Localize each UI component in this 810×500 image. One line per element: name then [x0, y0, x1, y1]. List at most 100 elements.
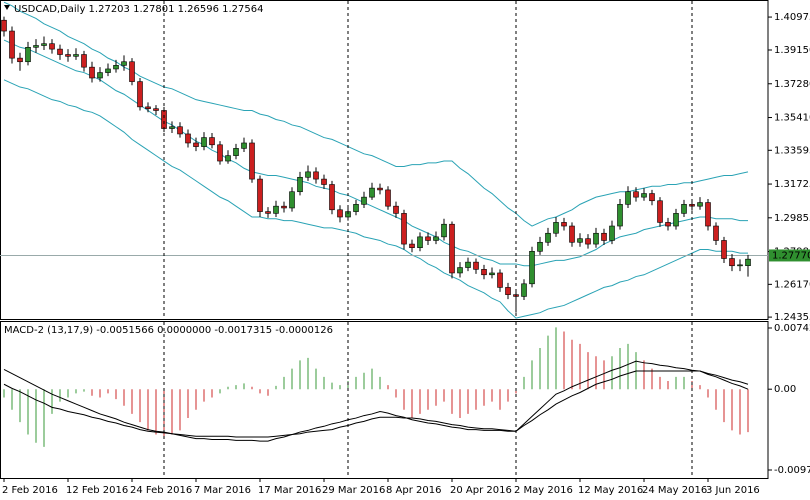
y-tick-label: 0.007424 — [774, 323, 810, 334]
candle-body — [681, 204, 687, 214]
macd-line — [3, 360, 749, 442]
candle-body — [465, 261, 471, 268]
candle-body — [289, 191, 295, 209]
candle-body — [561, 222, 567, 227]
symbol-icon — [4, 5, 10, 10]
candle-body — [433, 236, 439, 241]
candle-body — [585, 238, 591, 245]
candle-body — [177, 126, 183, 135]
candle-body — [457, 267, 463, 274]
last-price-label: 1.27770 — [772, 250, 810, 261]
bollinger-band — [3, 1, 749, 227]
x-tick-label: 24 Feb 2016 — [130, 485, 192, 496]
candle-body — [441, 223, 447, 238]
candle-body — [697, 202, 703, 207]
candle-body — [113, 65, 119, 70]
candle-body — [417, 236, 423, 248]
candle-body — [41, 43, 47, 46]
candle-body — [105, 68, 111, 73]
macd-title: MACD-2 (13,17,9) -0.0051566 0.0000000 -0… — [4, 325, 333, 336]
candle-body — [473, 261, 479, 270]
y-tick-label: 1.26170 — [774, 279, 810, 290]
candle-body — [409, 243, 415, 248]
x-tick-label: 7 Mar 2016 — [194, 485, 251, 496]
candle-body — [1, 19, 7, 32]
candle-body — [241, 142, 247, 149]
signal-line — [3, 370, 749, 438]
y-tick-label: 1.37280 — [774, 79, 810, 90]
x-tick-label: 20 Apr 2016 — [450, 485, 512, 496]
candle-body — [321, 178, 327, 185]
y-tick-label: 1.40975 — [774, 12, 810, 23]
x-tick-label: 29 Mar 2016 — [322, 485, 385, 496]
candle-body — [65, 54, 71, 57]
candle-body — [529, 251, 535, 285]
x-tick-label: 2 May 2016 — [514, 485, 573, 496]
candle-body — [153, 108, 159, 111]
candle-body — [393, 205, 399, 214]
candle-body — [609, 225, 615, 241]
candle-body — [265, 211, 271, 214]
candle-body — [209, 137, 215, 146]
candle-body — [713, 225, 719, 241]
candle-body — [185, 133, 191, 144]
candle-body — [633, 191, 639, 198]
price-title: USDCAD,Daily 1.27203 1.27801 1.26596 1.2… — [14, 4, 264, 15]
candle-body — [49, 43, 55, 50]
candle-body — [169, 126, 175, 129]
candle-body — [577, 238, 583, 243]
y-tick-label: 1.24355 — [774, 312, 810, 323]
candle-body — [249, 142, 255, 180]
candle-body — [497, 272, 503, 288]
candle-body — [89, 66, 95, 79]
candle-body — [489, 272, 495, 276]
x-tick-label: 12 May 2016 — [578, 485, 643, 496]
candle-body — [121, 61, 127, 66]
candle-body — [729, 258, 735, 267]
bollinger-band — [3, 39, 748, 267]
price-panel-frame — [0, 0, 769, 320]
candle-body — [641, 193, 647, 198]
y-tick-label: 1.29855 — [774, 213, 810, 224]
x-tick-label: 8 Apr 2016 — [386, 485, 441, 496]
candle-body — [25, 46, 31, 63]
candle-body — [569, 225, 575, 243]
x-tick-label: 12 Feb 2016 — [66, 485, 128, 496]
candle-body — [161, 110, 167, 129]
candle-body — [369, 187, 375, 198]
candle-body — [721, 240, 727, 259]
candle-body — [313, 171, 319, 180]
candle-body — [537, 241, 543, 252]
candle-body — [401, 213, 407, 245]
x-tick-label: 2 Feb 2016 — [2, 485, 58, 496]
candle-body — [481, 269, 487, 276]
candle-body — [57, 48, 63, 55]
candle-body — [553, 222, 559, 234]
y-tick-label: 0.00 — [774, 384, 796, 395]
candle-body — [665, 222, 671, 227]
candle-body — [649, 193, 655, 202]
candle-body — [81, 54, 87, 68]
candle-body — [73, 54, 79, 57]
candle-body — [505, 287, 511, 295]
price-plot — [0, 1, 768, 319]
candle-body — [217, 144, 223, 162]
candle-body — [297, 176, 303, 193]
candle-body — [273, 205, 279, 214]
candle-body — [449, 223, 455, 274]
candle-body — [377, 187, 383, 191]
candle-body — [657, 200, 663, 223]
candle-body — [625, 191, 631, 205]
candle-body — [353, 204, 359, 212]
x-tick-label: 3 Jun 2016 — [706, 485, 760, 496]
candle-body — [329, 184, 335, 211]
candle-body — [193, 142, 199, 147]
macd-panel-frame — [0, 321, 769, 479]
candle-body — [385, 189, 391, 207]
candle-body — [137, 81, 143, 108]
candle-body — [281, 205, 287, 209]
x-tick-label: 24 May 2016 — [642, 485, 707, 496]
candle-body — [601, 232, 607, 241]
candle-body — [521, 283, 527, 297]
